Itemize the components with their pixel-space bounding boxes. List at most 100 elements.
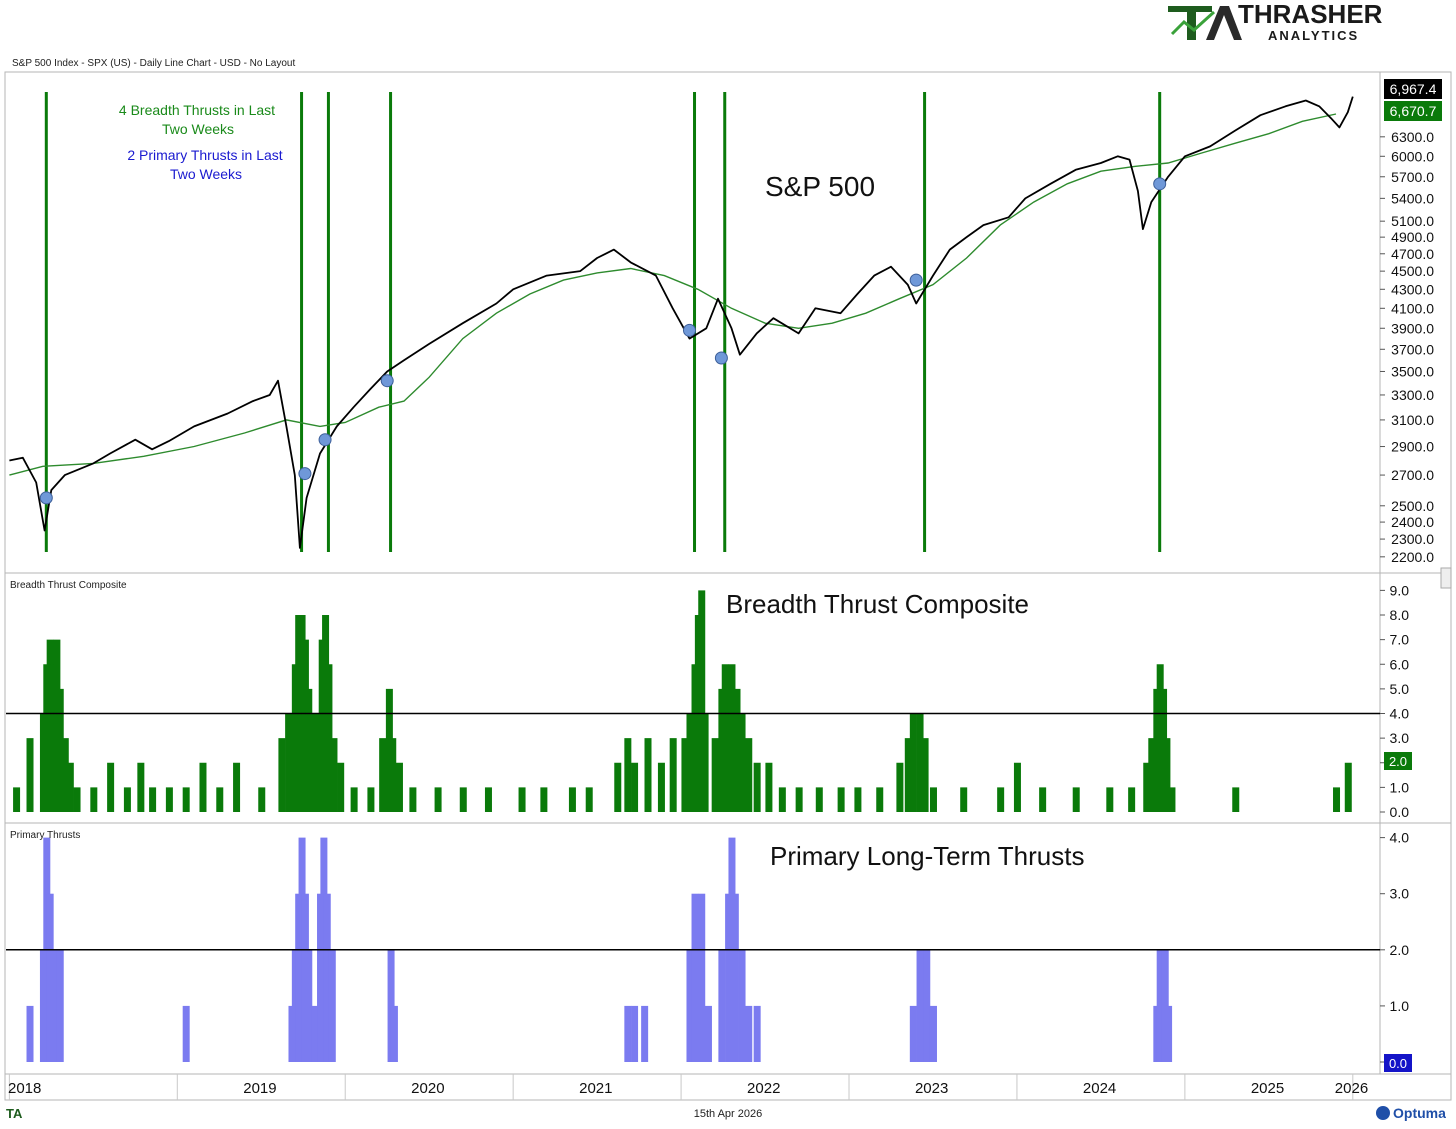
primary-bar-38 (929, 1005, 937, 1062)
composite-bar-69 (753, 762, 761, 812)
panel-scroll-handle[interactable] (1440, 567, 1452, 589)
primary-ytick-label-3: 3.0 (1390, 886, 1410, 902)
primary-bar-24 (686, 949, 694, 1062)
primary-bar-27 (704, 1005, 712, 1062)
composite-bar-33 (330, 738, 338, 812)
primary-ytick-label-4: 4.0 (1390, 830, 1410, 846)
breadth-annotation: 4 Breadth Thrusts in Last Two Weeks (119, 102, 275, 137)
x-tick-label-3: 2021 (579, 1080, 612, 1097)
composite-bar-28 (305, 688, 313, 812)
x-tick-label-5: 2023 (915, 1080, 948, 1097)
composite-bar-74 (837, 787, 845, 812)
price-ytick-label-4: 2700.0 (1391, 467, 1434, 483)
annotation-primary-line1: 2 Primary Thrusts in Last (127, 147, 282, 163)
composite-bar-35 (350, 787, 358, 812)
primary-bar-42 (1165, 1005, 1173, 1062)
primary-bar-25 (691, 893, 699, 1062)
composite-ytick-label-4: 4.0 (1390, 706, 1410, 722)
composite-bar-41 (409, 787, 417, 812)
x-tick-label-4: 2022 (747, 1080, 780, 1097)
price-ytick-label-11: 4100.0 (1391, 300, 1434, 316)
composite-title: Breadth Thrust Composite (726, 589, 1029, 619)
annotation-primary-line2: Two Weeks (170, 166, 242, 182)
ma-series-line (9, 113, 1337, 476)
composite-ytick-label-7: 7.0 (1390, 632, 1410, 648)
composite-bar-51 (631, 762, 639, 812)
price-ytick-label-8: 3500.0 (1391, 363, 1434, 379)
primary-title: Primary Long-Term Thrusts (770, 841, 1085, 871)
composite-tag: 2.0 (1389, 754, 1407, 769)
primary-bar-36 (916, 949, 924, 1062)
composite-bar-61 (711, 738, 719, 812)
price-ytick-label-7: 3300.0 (1391, 387, 1434, 403)
x-tick-label-8: 2026 (1335, 1080, 1368, 1097)
price-ytick-label-13: 4500.0 (1391, 263, 1434, 279)
signal-dot-4 (682, 323, 696, 337)
primary-bar-13 (305, 949, 313, 1062)
signal-dot-6 (909, 273, 923, 287)
composite-bar-42 (434, 787, 442, 812)
composite-bar-90 (1143, 762, 1151, 812)
composite-bar-43 (459, 787, 467, 812)
composite-bar-70 (765, 762, 773, 812)
x-tick-label-1: 2019 (243, 1080, 276, 1097)
price-ytick-label-9: 3700.0 (1391, 341, 1434, 357)
primary-ytick-label-2: 2.0 (1390, 942, 1410, 958)
optuma-icon (1376, 1106, 1390, 1120)
x-axis: 2018 2019 2020 2021 2022 2023 2024 2025 2026 (8, 1074, 1368, 1100)
composite-bar-59 (698, 590, 706, 812)
ta-logo-icon (1168, 6, 1242, 40)
primary-bar-22 (631, 1005, 639, 1062)
composite-bar-72 (795, 787, 803, 812)
composite-bar-18 (199, 762, 207, 812)
composite-bar-81 (921, 738, 929, 812)
composite-bar-82 (929, 787, 937, 812)
signal-dot-3 (380, 374, 394, 388)
composite-bar-87 (1072, 787, 1080, 812)
composite-bar-77 (896, 762, 904, 812)
composite-bar-37 (379, 738, 387, 812)
composite-bar-39 (389, 738, 397, 812)
primary-subtitle: Primary Thrusts (10, 830, 80, 841)
composite-bar-17 (182, 787, 190, 812)
composite-bar-73 (815, 787, 823, 812)
composite-bar-15 (149, 787, 157, 812)
composite-bar-23 (285, 713, 293, 812)
primary-bar-17 (323, 893, 331, 1062)
composite-ytick-label-8: 8.0 (1390, 607, 1410, 623)
price-ytick-label-16: 5100.0 (1391, 213, 1434, 229)
price-ytick-label-10: 3900.0 (1391, 320, 1434, 336)
x-tick-label-7: 2025 (1251, 1080, 1284, 1097)
primary-bar-31 (731, 893, 739, 1062)
signal-dot-5 (714, 351, 728, 365)
composite-bar-83 (960, 787, 968, 812)
composite-bar-32 (325, 664, 333, 812)
primary-bar-5 (56, 949, 64, 1062)
primary-bar-0 (26, 1005, 34, 1062)
primary-bar-7 (182, 1005, 190, 1062)
composite-ytick-label-9: 9.0 (1390, 582, 1410, 598)
primary-tag: 0.0 (1389, 1056, 1407, 1071)
composite-bar-97 (1232, 787, 1240, 812)
price-ytick-label-19: 6000.0 (1391, 148, 1434, 164)
composite-ytick-label-5: 5.0 (1390, 681, 1410, 697)
composite-bar-20 (233, 762, 241, 812)
composite-bar-1 (26, 738, 34, 812)
composite-bar-10 (73, 787, 81, 812)
price-tag-bg (1384, 79, 1442, 99)
primary-bar-37 (923, 949, 931, 1062)
composite-bar-40 (395, 762, 403, 812)
composite-ytick-label-1: 1.0 (1390, 779, 1410, 795)
composite-bar-8 (61, 738, 69, 812)
composite-ytick-label-6: 6.0 (1390, 656, 1410, 672)
composite-bar-54 (669, 738, 677, 812)
signal-dot-2 (318, 433, 332, 447)
composite-bar-29 (311, 713, 319, 812)
price-ytick-label-20: 6300.0 (1391, 129, 1434, 145)
composite-bar-13 (123, 787, 131, 812)
optuma-logo: Optuma (1376, 1105, 1446, 1121)
annotation-breadth-line1: 4 Breadth Thrusts in Last (119, 102, 275, 118)
composite-bar-91 (1148, 738, 1156, 812)
composite-bar-80 (916, 713, 924, 812)
brand-sub: ANALYTICS (1268, 28, 1359, 43)
